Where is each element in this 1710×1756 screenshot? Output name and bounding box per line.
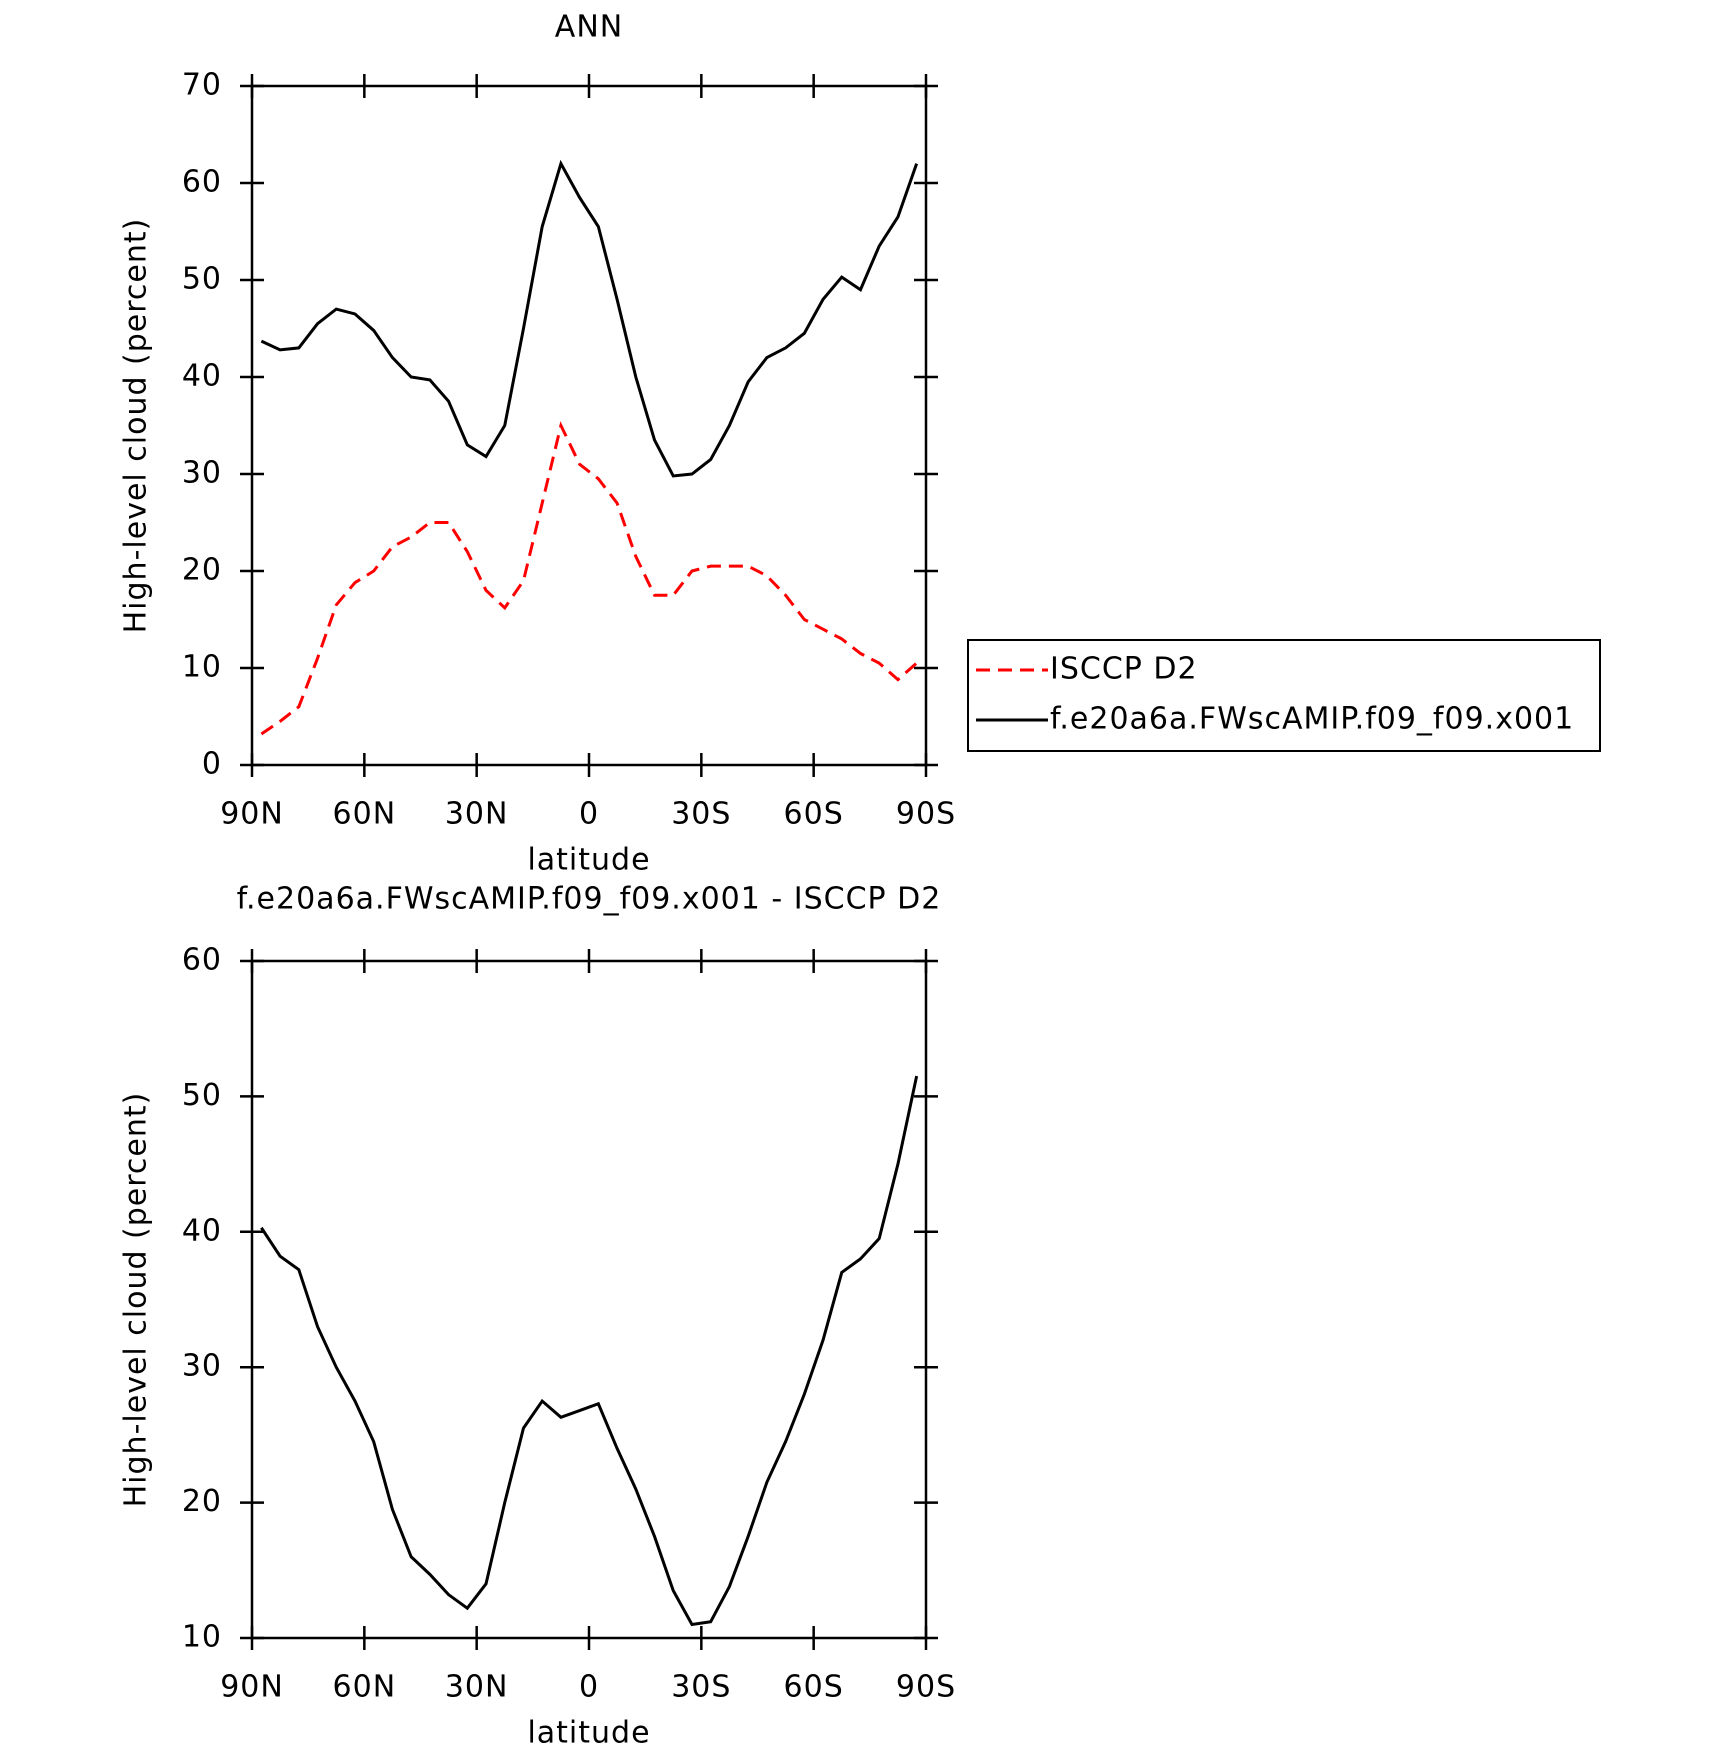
x-tick-label: 0 xyxy=(579,1670,599,1705)
x-tick-label: 30S xyxy=(671,797,731,832)
x-tick-label: 30N xyxy=(445,797,509,832)
y-tick-label: 70 xyxy=(182,68,222,103)
y-tick-label: 50 xyxy=(182,262,222,297)
y-tick-label: 30 xyxy=(182,1349,222,1384)
y-tick-label: 50 xyxy=(182,1078,222,1113)
x-axis-label: latitude xyxy=(527,843,650,878)
x-tick-label: 90N xyxy=(220,797,284,832)
plot-frame xyxy=(250,84,928,767)
x-tick-label: 0 xyxy=(579,797,599,832)
legend-label: f.e20a6a.FWscAMIP.f09_f09.x001 xyxy=(1050,702,1574,737)
plot-frame xyxy=(250,959,928,1640)
data-line xyxy=(260,421,918,736)
y-tick-label: 0 xyxy=(202,747,222,782)
y-tick-label: 10 xyxy=(182,1620,222,1655)
y-axis-label: High-level cloud (percent) xyxy=(119,218,154,634)
y-tick-label: 20 xyxy=(182,1484,222,1519)
x-tick-label: 60S xyxy=(784,797,844,832)
legend-label: ISCCP D2 xyxy=(1050,652,1198,687)
x-tick-label: 90S xyxy=(896,1670,956,1705)
y-tick-label: 30 xyxy=(182,456,222,491)
y-tick-label: 20 xyxy=(182,553,222,588)
x-tick-label: 30N xyxy=(445,1670,509,1705)
x-tick-label: 90N xyxy=(220,1670,284,1705)
data-line xyxy=(260,1075,919,1627)
x-tick-label: 60N xyxy=(333,1670,397,1705)
y-tick-label: 10 xyxy=(182,650,222,685)
chart-title: f.e20a6a.FWscAMIP.f09_f09.x001 - ISCCP D… xyxy=(237,882,942,917)
x-tick-label: 90S xyxy=(896,797,956,832)
x-tick-label: 60N xyxy=(333,797,397,832)
x-tick-label: 30S xyxy=(671,1670,731,1705)
legend-box xyxy=(967,639,1601,752)
chart-title: ANN xyxy=(555,10,623,45)
x-tick-label: 60S xyxy=(784,1670,844,1705)
y-axis-label: High-level cloud (percent) xyxy=(119,1092,154,1508)
data-line xyxy=(260,159,919,478)
x-axis-label: latitude xyxy=(527,1716,650,1751)
y-tick-label: 60 xyxy=(182,165,222,200)
y-tick-label: 40 xyxy=(182,359,222,394)
y-tick-label: 60 xyxy=(182,943,222,978)
y-tick-label: 40 xyxy=(182,1213,222,1248)
